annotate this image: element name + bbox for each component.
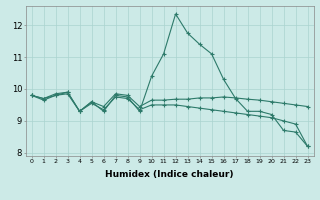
X-axis label: Humidex (Indice chaleur): Humidex (Indice chaleur)	[105, 170, 234, 179]
